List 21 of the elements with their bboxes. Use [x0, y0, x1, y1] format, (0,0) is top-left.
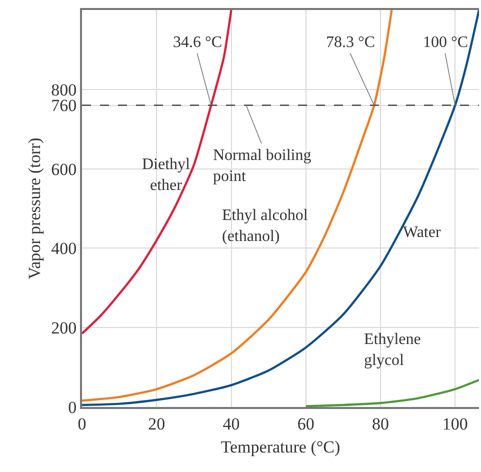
y-tick-label: 600: [51, 160, 77, 179]
y-tick-label: 0: [68, 398, 77, 417]
y-tick-label: 200: [51, 318, 77, 338]
y-tick-label: 400: [51, 239, 77, 258]
x-axis-title: Temperature (°C): [220, 437, 340, 456]
x-tick-label: 20: [148, 414, 166, 434]
x-tick-label: 60: [297, 414, 314, 434]
y-axis-title: Vapor pressure (torr): [25, 138, 44, 280]
annotation: 100 °C: [423, 34, 468, 51]
series-label: Ethylene glycol: [364, 331, 421, 369]
annotation: 78.3 °C: [326, 34, 376, 51]
x-tick-label: 80: [372, 414, 389, 434]
x-tick-label: 100: [442, 414, 468, 434]
annotation: Normal boiling point: [213, 147, 312, 185]
series-label: Ethyl alcohol (ethanol): [222, 207, 308, 245]
line-series: [82, 10, 479, 406]
series-label: Water: [403, 224, 442, 241]
x-tick-label: 40: [222, 414, 240, 434]
annotation: 34.6 °C: [173, 34, 222, 51]
line-series: [304, 378, 479, 407]
series-label: Diethyl ether: [142, 156, 191, 194]
